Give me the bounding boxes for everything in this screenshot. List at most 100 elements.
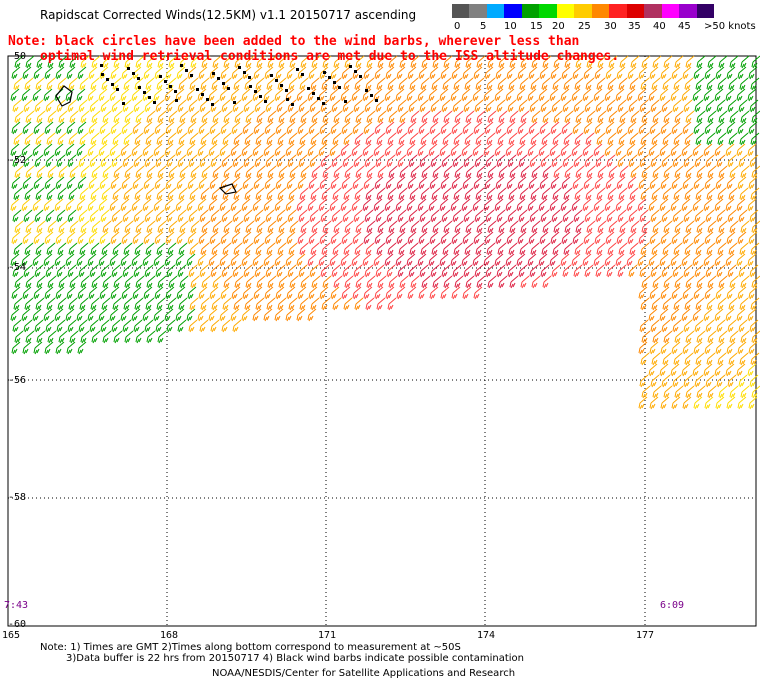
wind-barb	[715, 396, 725, 410]
wind-barb	[408, 264, 418, 278]
wind-barb	[728, 132, 738, 146]
wind-barb	[593, 198, 603, 212]
wind-barb	[220, 176, 230, 190]
wind-barb	[725, 88, 735, 102]
wind-barb	[274, 143, 284, 157]
wind-barb	[109, 143, 119, 157]
wind-barb	[418, 66, 428, 80]
wind-barb	[132, 286, 142, 300]
wind-barb	[396, 121, 406, 135]
wind-barb	[300, 55, 310, 69]
wind-barb	[300, 165, 310, 179]
wind-barb	[750, 187, 760, 201]
wind-barb	[164, 198, 174, 212]
wind-barb	[737, 176, 747, 190]
wind-barb	[100, 209, 110, 223]
wind-barb	[308, 66, 318, 80]
wind-barb	[220, 286, 230, 300]
wind-barb	[706, 242, 716, 256]
wind-barb	[395, 88, 405, 102]
wind-barb	[396, 176, 406, 190]
wind-barb	[663, 220, 673, 234]
wind-barb	[409, 132, 419, 146]
wind-barb	[637, 143, 647, 157]
wind-barb	[662, 242, 672, 256]
wind-barb	[135, 55, 145, 69]
wind-barb	[418, 176, 428, 190]
wind-barb	[396, 231, 406, 245]
wind-barb	[706, 187, 716, 201]
wind-barb	[99, 231, 109, 245]
wind-barb	[518, 99, 528, 113]
lon-label: 168	[160, 630, 179, 641]
wind-barb	[692, 253, 702, 267]
wind-barb	[397, 209, 407, 223]
wind-barb	[111, 319, 121, 333]
wind-barb	[366, 165, 376, 179]
wind-barb	[78, 209, 88, 223]
wind-barb	[727, 99, 737, 113]
wind-barb	[606, 99, 616, 113]
wind-barb	[66, 66, 76, 80]
wind-barb	[473, 231, 483, 245]
wind-barb	[540, 209, 550, 223]
wind-barb	[145, 297, 155, 311]
wind-barb	[595, 99, 605, 113]
wind-barb	[616, 66, 626, 80]
wind-barb	[650, 319, 660, 333]
wind-barb	[157, 220, 167, 234]
wind-barb	[465, 55, 475, 69]
wind-barb	[329, 88, 339, 102]
wind-barb	[167, 187, 177, 201]
wind-barb	[113, 330, 123, 344]
wind-barb	[296, 88, 306, 102]
wind-barb	[197, 88, 207, 102]
wind-barb	[736, 253, 746, 267]
wind-barb	[595, 209, 605, 223]
wind-barb	[671, 66, 681, 80]
wind-barb	[674, 330, 684, 344]
wind-barb	[552, 77, 562, 91]
wind-barb	[311, 110, 321, 124]
wind-barb	[111, 209, 121, 223]
wind-barb	[715, 231, 725, 245]
wind-barb	[529, 264, 539, 278]
contamination-marker	[116, 88, 119, 91]
wind-barb	[132, 231, 142, 245]
wind-barb	[714, 198, 724, 212]
contamination-marker	[190, 74, 193, 77]
wind-barb	[604, 88, 614, 102]
wind-barb	[297, 176, 307, 190]
lat-label: -58	[8, 492, 27, 503]
wind-barb	[352, 176, 362, 190]
wind-barb	[374, 121, 384, 135]
wind-barb	[230, 308, 240, 322]
wind-barb	[617, 99, 627, 113]
wind-barb	[300, 220, 310, 234]
wind-barb	[586, 220, 596, 234]
wind-barb	[101, 132, 111, 146]
wind-barb	[241, 253, 251, 267]
wind-barb	[242, 286, 252, 300]
warning-note-line1: Note: black circles have been added to t…	[8, 34, 580, 49]
wind-barb	[244, 297, 254, 311]
wind-barb	[256, 165, 266, 179]
wind-barb	[452, 264, 462, 278]
wind-barb	[652, 275, 662, 289]
wind-barb	[142, 253, 152, 267]
wind-barb	[199, 209, 209, 223]
contamination-marker	[127, 67, 130, 70]
wind-barb	[465, 220, 475, 234]
wind-barb	[660, 66, 670, 80]
wind-barb	[322, 165, 332, 179]
wind-barb	[685, 165, 695, 179]
wind-barb	[648, 198, 658, 212]
wind-barb	[190, 275, 200, 289]
wind-barb	[538, 88, 548, 102]
legend-label: 30	[604, 21, 617, 32]
wind-barb	[178, 132, 188, 146]
wind-barb	[36, 110, 46, 124]
wind-barb	[574, 242, 584, 256]
wind-barb	[704, 231, 714, 245]
wind-barb	[670, 308, 680, 322]
